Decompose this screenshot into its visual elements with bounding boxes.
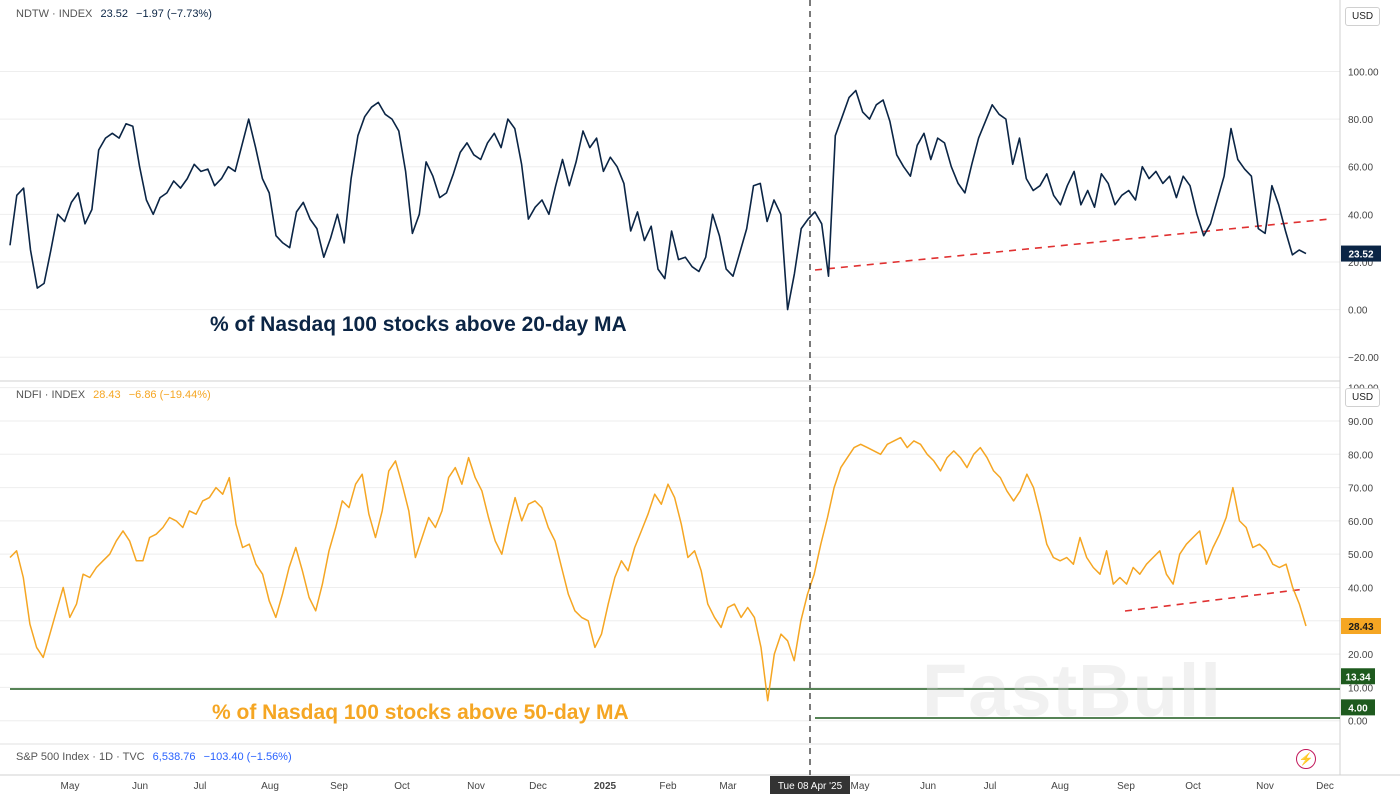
support-badge-label: 13.34 — [1345, 672, 1370, 683]
x-tick-label: Oct — [1185, 781, 1201, 792]
x-tick-label: May — [61, 781, 80, 792]
currency-button-top[interactable]: USD — [1345, 7, 1381, 26]
y-axis-top: 100.00 80.00 60.00 40.00 20.00 0.00 −20.00 — [1348, 67, 1379, 364]
legend-header-bottom: NDFI · INDEX 28.43 −6.86 (−19.44%) — [16, 389, 211, 401]
trendlines — [814, 218, 1331, 612]
support-lines — [10, 688, 1340, 719]
change-value: −1.97 (−7.73%) — [136, 8, 212, 20]
trendline-bottom — [1124, 588, 1306, 612]
footer-value: 6,538.76 — [152, 751, 196, 763]
x-tick-label: May — [851, 781, 870, 792]
x-tick-label: Mar — [719, 781, 737, 792]
y-tick-label: 60.00 — [1348, 517, 1373, 528]
y-tick-label: 0.00 — [1348, 717, 1368, 728]
x-tick-label: Nov — [467, 781, 485, 792]
legend-header-top: NDTW · INDEX 23.52 −1.97 (−7.73%) — [16, 8, 212, 20]
last-value: 23.52 — [100, 8, 128, 20]
x-axis: May Jun Jul Aug Sep Oct Nov Dec 2025 Feb Mar May Jun… — [61, 781, 1334, 792]
x-tick-label: Feb — [659, 781, 677, 792]
x-tick-label: Jun — [132, 781, 148, 792]
y-tick-label: 10.00 — [1348, 683, 1373, 694]
crosshair-label: Tue 08 Apr '25 — [770, 776, 850, 794]
support-badge — [1341, 699, 1375, 716]
caption-top: % of Nasdaq 100 stocks above 20-day MA — [210, 313, 627, 336]
last-price-badge-label: 23.52 — [1348, 250, 1373, 261]
x-tick-label: Oct — [394, 781, 410, 792]
series-line-ndtw — [9, 89, 1307, 311]
footer-symbol: S&P 500 Index · 1D · TVC — [16, 751, 145, 763]
x-tick-label: Jul — [984, 781, 997, 792]
last-price-badge — [1341, 245, 1381, 262]
watermark-logo: FastBull — [922, 649, 1222, 732]
y-tick-label: 40.00 — [1348, 210, 1373, 221]
x-tick-label: Nov — [1256, 781, 1274, 792]
y-tick-label: 60.00 — [1348, 163, 1373, 174]
x-tick-label: Jun — [920, 781, 936, 792]
y-tick-label: 20.00 — [1348, 650, 1373, 661]
last-value: 28.43 — [93, 389, 121, 401]
symbol-label: NDFI · INDEX — [16, 389, 86, 401]
support-badge-label: 4.00 — [1348, 703, 1368, 714]
grid — [0, 70, 1340, 722]
footer-legend: S&P 500 Index · 1D · TVC 6,538.76 −103.4… — [16, 751, 292, 763]
x-tick-label: Sep — [1117, 781, 1135, 792]
y-tick-label: 80.00 — [1348, 450, 1373, 461]
y-tick-label: 0.00 — [1348, 306, 1368, 317]
x-tick-label: 2025 — [594, 781, 617, 792]
x-tick-label: Dec — [529, 781, 547, 792]
y-tick-label: 90.00 — [1348, 417, 1373, 428]
y-tick-label: 20.00 — [1348, 258, 1373, 269]
series-line-ndfi — [9, 436, 1307, 702]
svg-text:Tue 08 Apr '25: Tue 08 Apr '25 — [778, 781, 843, 792]
last-price-badge-label: 28.43 — [1348, 622, 1373, 633]
x-tick-label: Dec — [1316, 781, 1334, 792]
last-price-badge — [1341, 618, 1381, 635]
x-tick-label: Aug — [1051, 781, 1069, 792]
footer-change: −103.40 (−1.56%) — [203, 751, 292, 763]
support-badge — [1341, 668, 1375, 685]
change-value: −6.86 (−19.44%) — [128, 389, 211, 401]
y-tick-label: 80.00 — [1348, 115, 1373, 126]
x-tick-label: Sep — [330, 781, 348, 792]
trendline-top — [814, 218, 1331, 271]
y-tick-label: −20.00 — [1348, 353, 1379, 364]
currency-button-bottom[interactable]: USD — [1345, 388, 1381, 407]
lightning-icon[interactable]: ⚡ — [1296, 749, 1316, 769]
x-tick-label: Jul — [194, 781, 207, 792]
symbol-label: NDTW · INDEX — [16, 8, 93, 20]
x-tick-label: Aug — [261, 781, 279, 792]
y-tick-label: 100.00 — [1348, 67, 1379, 78]
y-tick-label: 50.00 — [1348, 550, 1373, 561]
y-tick-label: 70.00 — [1348, 484, 1373, 495]
price-badges: 23.52 28.43 13.34 4.00 — [1341, 245, 1381, 716]
caption-bottom: % of Nasdaq 100 stocks above 50-day MA — [212, 701, 629, 724]
y-tick-label: 40.00 — [1348, 583, 1373, 594]
